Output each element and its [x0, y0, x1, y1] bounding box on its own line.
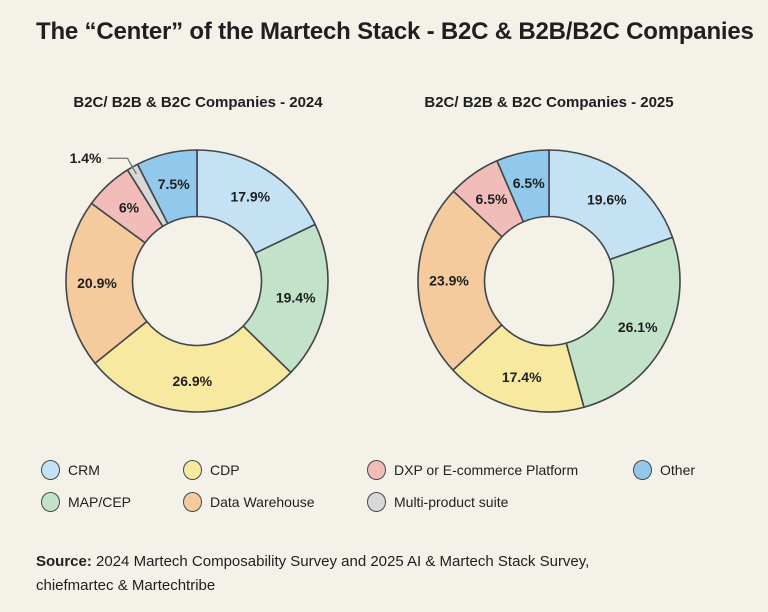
legend-swatch-icon	[367, 460, 386, 480]
legend-item-cdp: CDP	[183, 460, 240, 480]
donut-slice-data-warehouse	[417, 190, 503, 371]
slice-value-label-other: 7.5%	[158, 176, 190, 192]
legend-label: CRM	[68, 462, 100, 478]
donut-slice-cdp	[94, 320, 292, 413]
slice-value-label-map-cep: 26.1%	[618, 319, 658, 335]
legend-swatch-icon	[41, 460, 60, 480]
legend-swatch-icon	[633, 460, 652, 480]
slice-value-label-cdp: 17.4%	[502, 369, 542, 385]
legend-item-multi-product-suite: Multi-product suite	[367, 492, 508, 512]
donut-chart-2024: 17.9% 19.4% 26.9% 20.9% 6% 1.4% 7.5%	[65, 149, 329, 413]
legend-item-map-cep: MAP/CEP	[41, 492, 131, 512]
chart-title-2024: B2C/ B2B & B2C Companies - 2024	[73, 94, 323, 111]
legend-label: Data Warehouse	[210, 494, 315, 510]
donut-slice-crm	[548, 149, 674, 261]
legend-swatch-icon	[183, 492, 202, 512]
label-leader-line	[107, 157, 138, 175]
source-text: 2024 Martech Composability Survey and 20…	[36, 553, 590, 594]
donut-chart-2025: 19.6% 26.1% 17.4% 23.9% 6.5% 6.5%	[417, 149, 681, 413]
legend-swatch-icon	[183, 460, 202, 480]
slice-value-label-cdp: 26.9%	[172, 373, 212, 389]
slice-value-label-multi-product-suite: 1.4%	[70, 150, 102, 166]
legend-item-dxp-or-e-commerce-platform: DXP or E-commerce Platform	[367, 460, 578, 480]
source-attribution: Source: 2024 Martech Composability Surve…	[36, 550, 656, 598]
legend-item-other: Other	[633, 460, 695, 480]
legend-label: Other	[660, 462, 696, 478]
slice-value-label-dxp-or-e-commerce-platform: 6%	[119, 200, 140, 216]
donut-slice-cdp	[452, 324, 585, 413]
slice-value-label-data-warehouse: 23.9%	[429, 273, 469, 289]
chart-title-2025: B2C/ B2B & B2C Companies - 2025	[424, 94, 674, 111]
donut-slice-data-warehouse	[65, 202, 148, 365]
slice-value-label-data-warehouse: 20.9%	[77, 275, 117, 291]
legend-label: CDP	[210, 462, 240, 478]
donut-slice-map-cep	[565, 236, 681, 409]
donut-slice-map-cep	[242, 223, 329, 374]
slice-value-label-dxp-or-e-commerce-platform: 6.5%	[476, 191, 508, 207]
donut-slice-other	[496, 149, 550, 223]
source-label: Source:	[36, 553, 92, 570]
legend-swatch-icon	[367, 492, 386, 512]
slice-value-label-map-cep: 19.4%	[276, 289, 316, 305]
page-title: The “Center” of the Martech Stack - B2C …	[36, 18, 754, 45]
legend-item-data-warehouse: Data Warehouse	[183, 492, 315, 512]
slice-value-label-crm: 19.6%	[587, 191, 627, 207]
slice-value-label-other: 6.5%	[513, 175, 545, 191]
donut-slice-other	[136, 149, 198, 225]
legend-label: Multi-product suite	[394, 494, 509, 510]
slice-value-label-crm: 17.9%	[230, 188, 270, 204]
legend-swatch-icon	[41, 492, 60, 512]
legend-label: DXP or E-commerce Platform	[394, 462, 579, 478]
donut-slice-crm	[196, 149, 316, 254]
legend-label: MAP/CEP	[68, 494, 132, 510]
legend-item-crm: CRM	[41, 460, 100, 480]
